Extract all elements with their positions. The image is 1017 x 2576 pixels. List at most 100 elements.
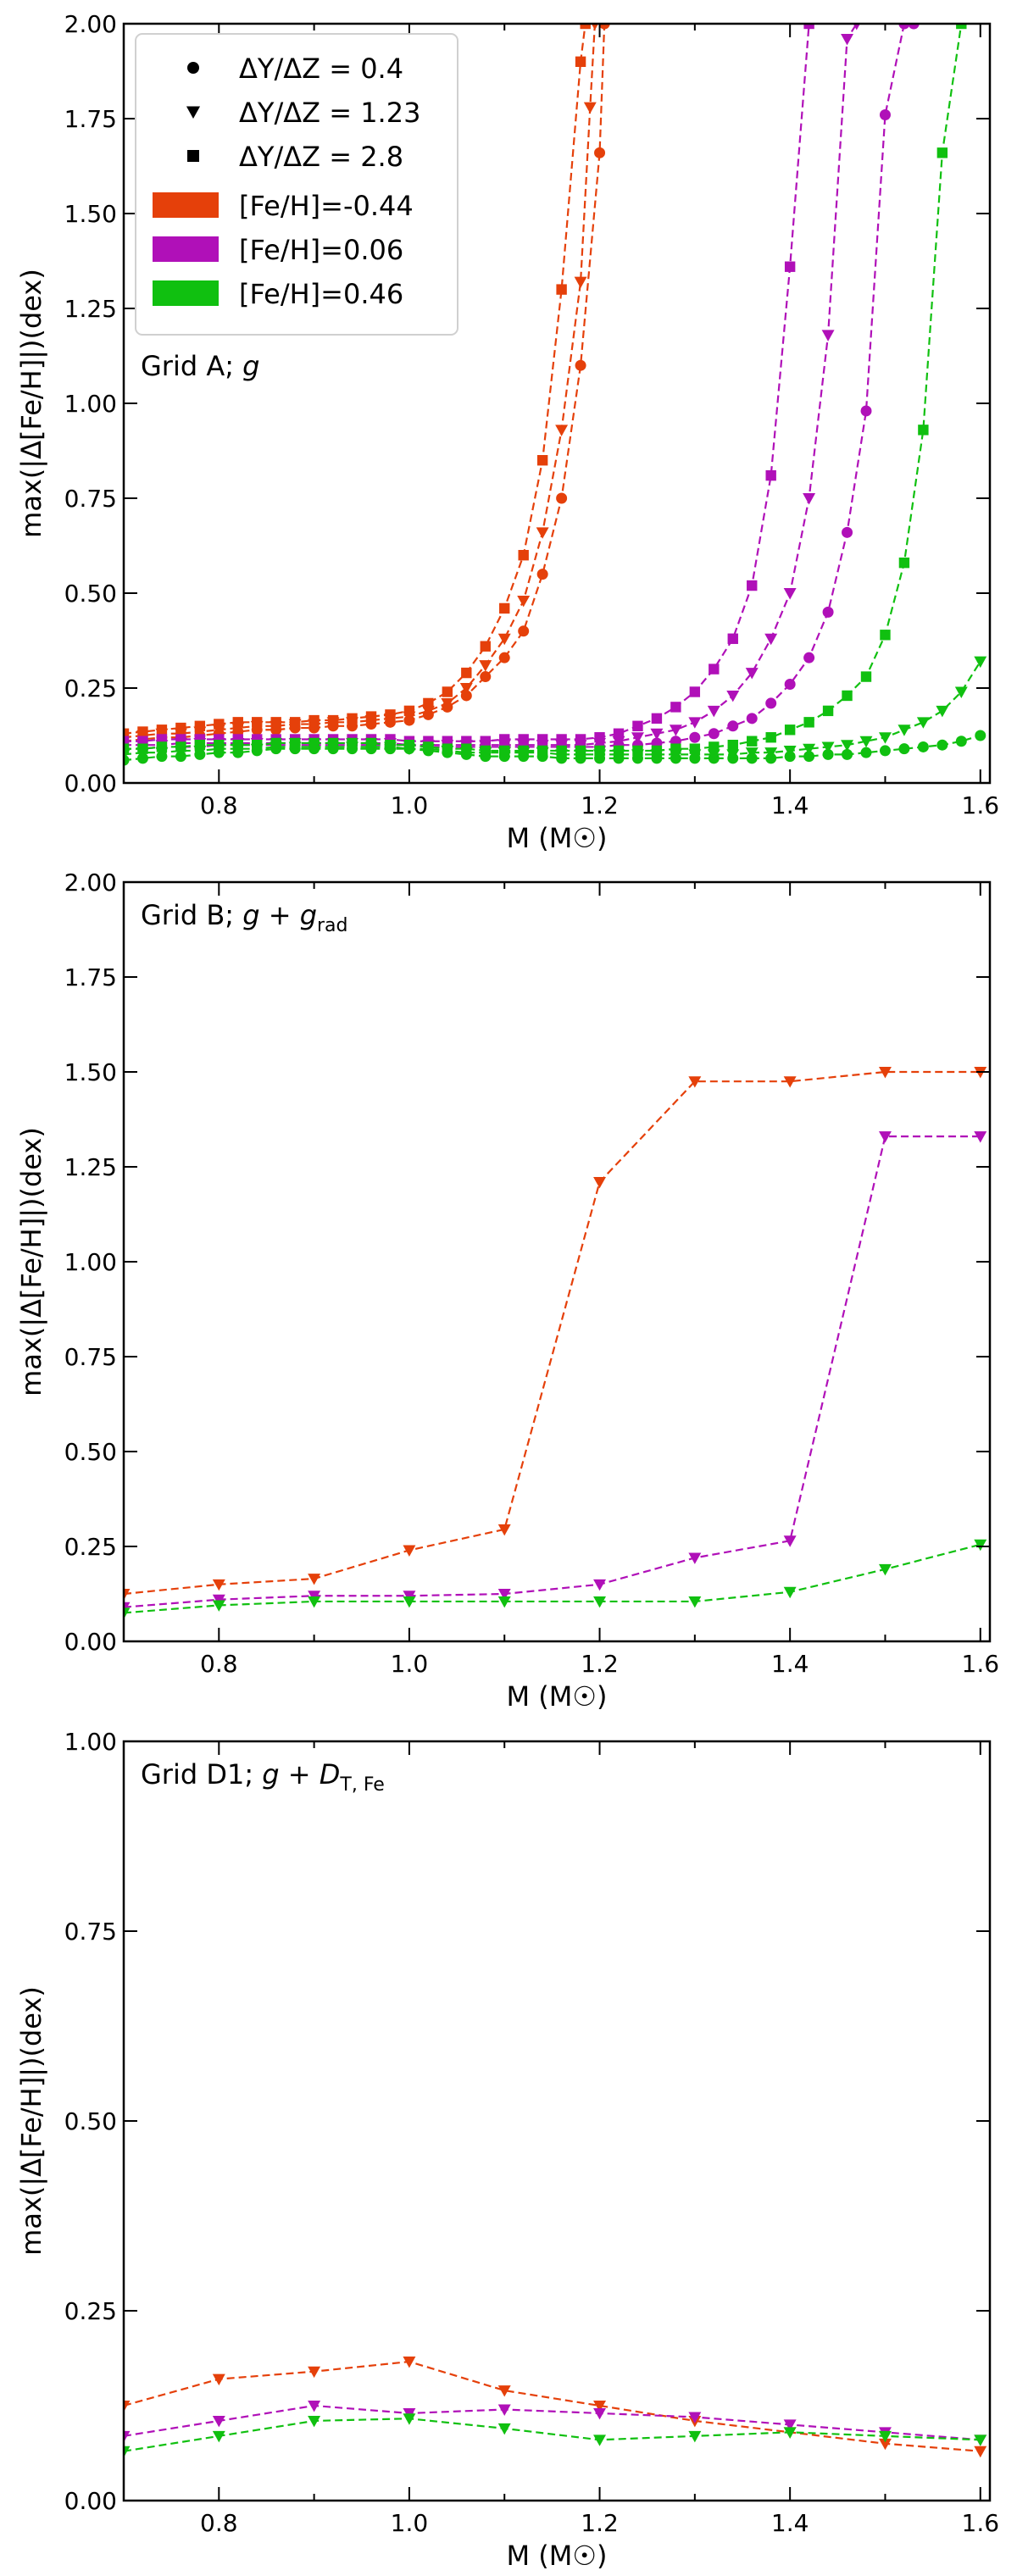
y-tick-label: 1.25 [64, 295, 117, 323]
data-point [497, 1524, 511, 1536]
data-point [403, 2413, 416, 2425]
data-point [156, 724, 168, 736]
data-point [613, 745, 625, 757]
series-line [124, 2418, 981, 2452]
data-point [803, 24, 814, 30]
data-point [821, 330, 835, 341]
data-point [688, 1552, 702, 1564]
data-point [480, 641, 491, 652]
data-point [270, 737, 281, 749]
data-point [613, 728, 625, 739]
data-point [214, 740, 225, 751]
color-swatch [153, 236, 219, 262]
data-point [497, 1589, 511, 1601]
color-swatch [153, 280, 219, 306]
data-point [124, 2430, 131, 2443]
square-icon [187, 150, 199, 162]
y-tick-label: 0.25 [64, 1533, 117, 1561]
data-point [783, 2419, 797, 2431]
data-point [518, 550, 529, 561]
data-point [765, 697, 777, 709]
data-point [497, 2404, 511, 2416]
data-point [670, 702, 681, 713]
data-point [423, 741, 434, 752]
data-point [688, 1596, 702, 1608]
data-point [593, 2401, 607, 2412]
data-point [593, 2407, 607, 2420]
data-point [575, 745, 586, 757]
data-point [974, 1131, 987, 1143]
data-point [908, 24, 920, 30]
data-point [880, 630, 891, 641]
y-tick-label: 0.50 [64, 1438, 117, 1466]
data-point [726, 690, 740, 702]
data-point [918, 425, 929, 436]
data-point [556, 284, 567, 295]
series-line [124, 661, 981, 756]
data-point [536, 745, 548, 757]
data-point [555, 425, 569, 436]
data-point [480, 736, 491, 747]
series-line [124, 2404, 981, 2441]
data-point [517, 595, 531, 608]
x-tick-label: 1.4 [771, 791, 809, 819]
data-point [575, 56, 586, 67]
x-tick-label: 0.8 [200, 1650, 238, 1678]
data-point [593, 1579, 607, 1591]
data-point [497, 633, 511, 646]
data-point [688, 2412, 702, 2423]
y-axis-label: max(|Δ[Fe/H]|)(dex) [15, 269, 47, 538]
data-point [783, 745, 797, 758]
plot-frame [122, 1740, 992, 2502]
data-point [518, 625, 530, 637]
y-tick-label: 0.50 [64, 2107, 117, 2135]
data-point [821, 741, 835, 753]
chart-panel-3: 0.8 1.0 1.2 1.4 1.6 0.00 0.25 0.50 0.75 1.00 M (M☉… [15, 1728, 999, 2572]
data-point [403, 1596, 416, 1608]
y-tick-label: 1.00 [64, 1248, 117, 1276]
data-point [194, 720, 206, 731]
data-point [975, 730, 986, 741]
data-point [575, 359, 586, 371]
data-point [878, 2438, 892, 2451]
data-point [593, 1176, 607, 1189]
plot-frame [122, 880, 992, 1643]
data-point [308, 1596, 321, 1608]
data-point [898, 557, 910, 569]
data-point [783, 1076, 797, 1088]
series-line [124, 24, 597, 739]
y-tick-label: 0.25 [64, 675, 117, 702]
series-line [124, 1135, 981, 1608]
data-point [289, 717, 301, 728]
legend-label: [Fe/H]=-0.44 [239, 190, 414, 222]
x-tick-label: 0.8 [200, 2509, 238, 2537]
data-point [747, 580, 758, 591]
data-point [403, 1545, 416, 1557]
data-point [499, 745, 510, 757]
x-tick-label: 1.6 [962, 791, 1000, 819]
y-tick-label: 0.75 [64, 1918, 117, 1946]
y-tick-label: 0.50 [64, 580, 117, 608]
data-point [175, 741, 186, 752]
data-point [709, 663, 720, 675]
data-point [955, 736, 967, 747]
series-line [124, 2360, 981, 2452]
color-swatch [153, 192, 219, 218]
data-point [841, 33, 854, 46]
data-point [212, 2373, 225, 2386]
data-point [784, 724, 796, 736]
data-point [669, 724, 682, 736]
chart-panel-1: 0.8 1.0 1.2 1.4 1.6 0.00 0.25 0.50 0.75 1.00 1.25 1… [15, 10, 999, 854]
data-point [878, 2430, 892, 2443]
data-point [124, 728, 130, 739]
panel-annotation: Grid B; g + grad [141, 899, 348, 936]
x-tick-label: 1.2 [581, 1650, 619, 1678]
legend-label: [Fe/H]=0.46 [239, 278, 403, 310]
data-point [783, 588, 797, 600]
y-tick-label: 0.75 [64, 1343, 117, 1371]
data-point [479, 660, 492, 672]
data-point [784, 679, 796, 691]
y-tick-label: 0.00 [64, 1628, 117, 1656]
data-point [747, 736, 758, 747]
